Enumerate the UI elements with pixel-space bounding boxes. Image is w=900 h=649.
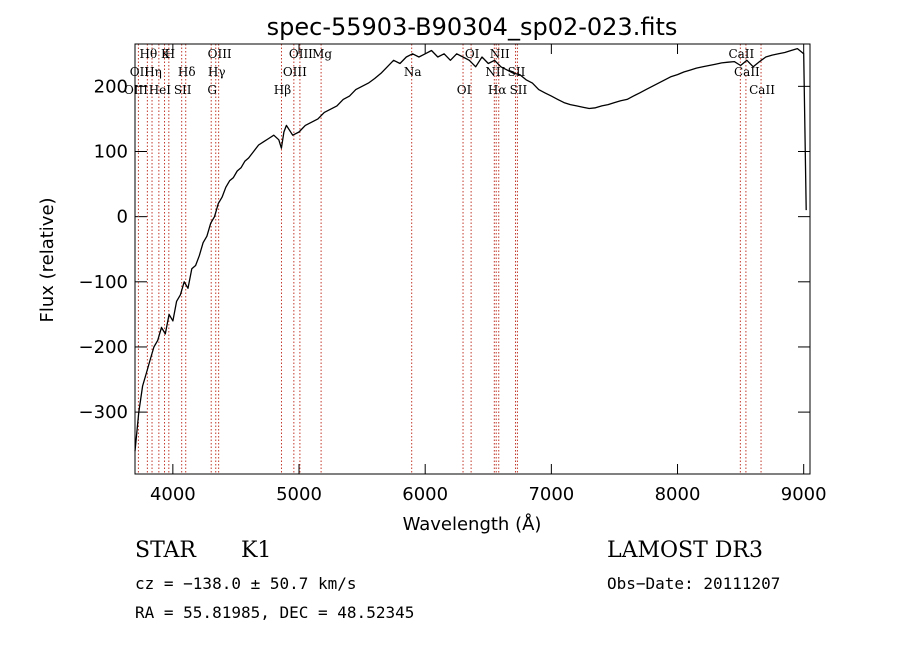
x-tick-label: 5000 [276,484,322,505]
y-tick-label: −200 [79,337,128,358]
spectral-line-label: OI [457,83,472,97]
spectral-line-label: CaII [734,65,760,79]
spectral-line-label: H [165,47,175,61]
x-tick-label: 7000 [528,484,574,505]
spectral-line-label: Mg [312,47,332,61]
spectral-line-label: OIII [124,83,148,97]
object-subclass: K1 [241,538,272,563]
x-tick-label: 8000 [655,484,701,505]
x-tick-label: 4000 [150,484,196,505]
spectral-line-markers [134,44,762,474]
spectral-line-label: Hη [144,65,162,79]
spectral-line-label: Hγ [208,65,226,79]
spectral-line-label: CaII [749,83,775,97]
spectral-line-label: HeI [149,83,172,97]
spectral-line-label: NII [485,65,505,79]
sky-coordinates: RA = 55.81985, DEC = 48.52345 [135,603,415,622]
axis-ticks: 4000 5000 6000 7000 8000 9000 −300 −200 −100 0 100… [79,44,827,505]
observation-date: Obs−Date: 20111207 [607,574,781,593]
redshift-velocity: cz = −138.0 ± 50.7 km/s [135,574,357,593]
spectral-line-label: Hδ [178,65,196,79]
spectral-line-label: Hθ [140,47,158,61]
chart-title: spec-55903-B90304_sp02-023.fits [267,13,678,41]
survey-name: LAMOST DR3 [607,538,763,563]
x-tick-label: 9000 [781,484,827,505]
spectral-line-label: Hα [488,83,507,97]
x-axis-label: Wavelength (Å) [403,513,542,535]
y-axis-label: Flux (relative) [37,197,58,322]
plot-frame [134,43,811,475]
spectral-line-label: G [207,83,217,97]
x-tick-label: 6000 [402,484,448,505]
spectral-line-label: OIII [283,65,307,79]
y-tick-label: 200 [94,76,128,97]
spectral-line-label: CaII [728,47,754,61]
flux-series [134,47,807,452]
y-tick-label: 0 [117,207,128,228]
flux-line [134,47,807,452]
spectral-line-labels: HθOIIOIIIKHηHeIHHδSIIOIIIHγGOIIIOIIIHβMg… [124,47,775,97]
spectral-line-label: OIII [289,47,313,61]
spectral-line-label: Hβ [274,83,291,97]
spectral-line-label: Na [404,65,422,79]
spectral-line-label: OI [465,47,480,61]
y-tick-label: −300 [79,402,128,423]
spectral-line-label: SII [174,83,192,97]
spectral-line-label: NII [490,47,510,61]
spectral-line-label: OIII [208,47,232,61]
spectral-line-label: SII [510,83,528,97]
y-tick-label: −100 [79,272,128,293]
y-tick-label: 100 [94,142,128,163]
spectral-line-label: SII [508,65,526,79]
object-class: STAR [135,538,196,563]
spectral-line-label: K [161,47,171,61]
